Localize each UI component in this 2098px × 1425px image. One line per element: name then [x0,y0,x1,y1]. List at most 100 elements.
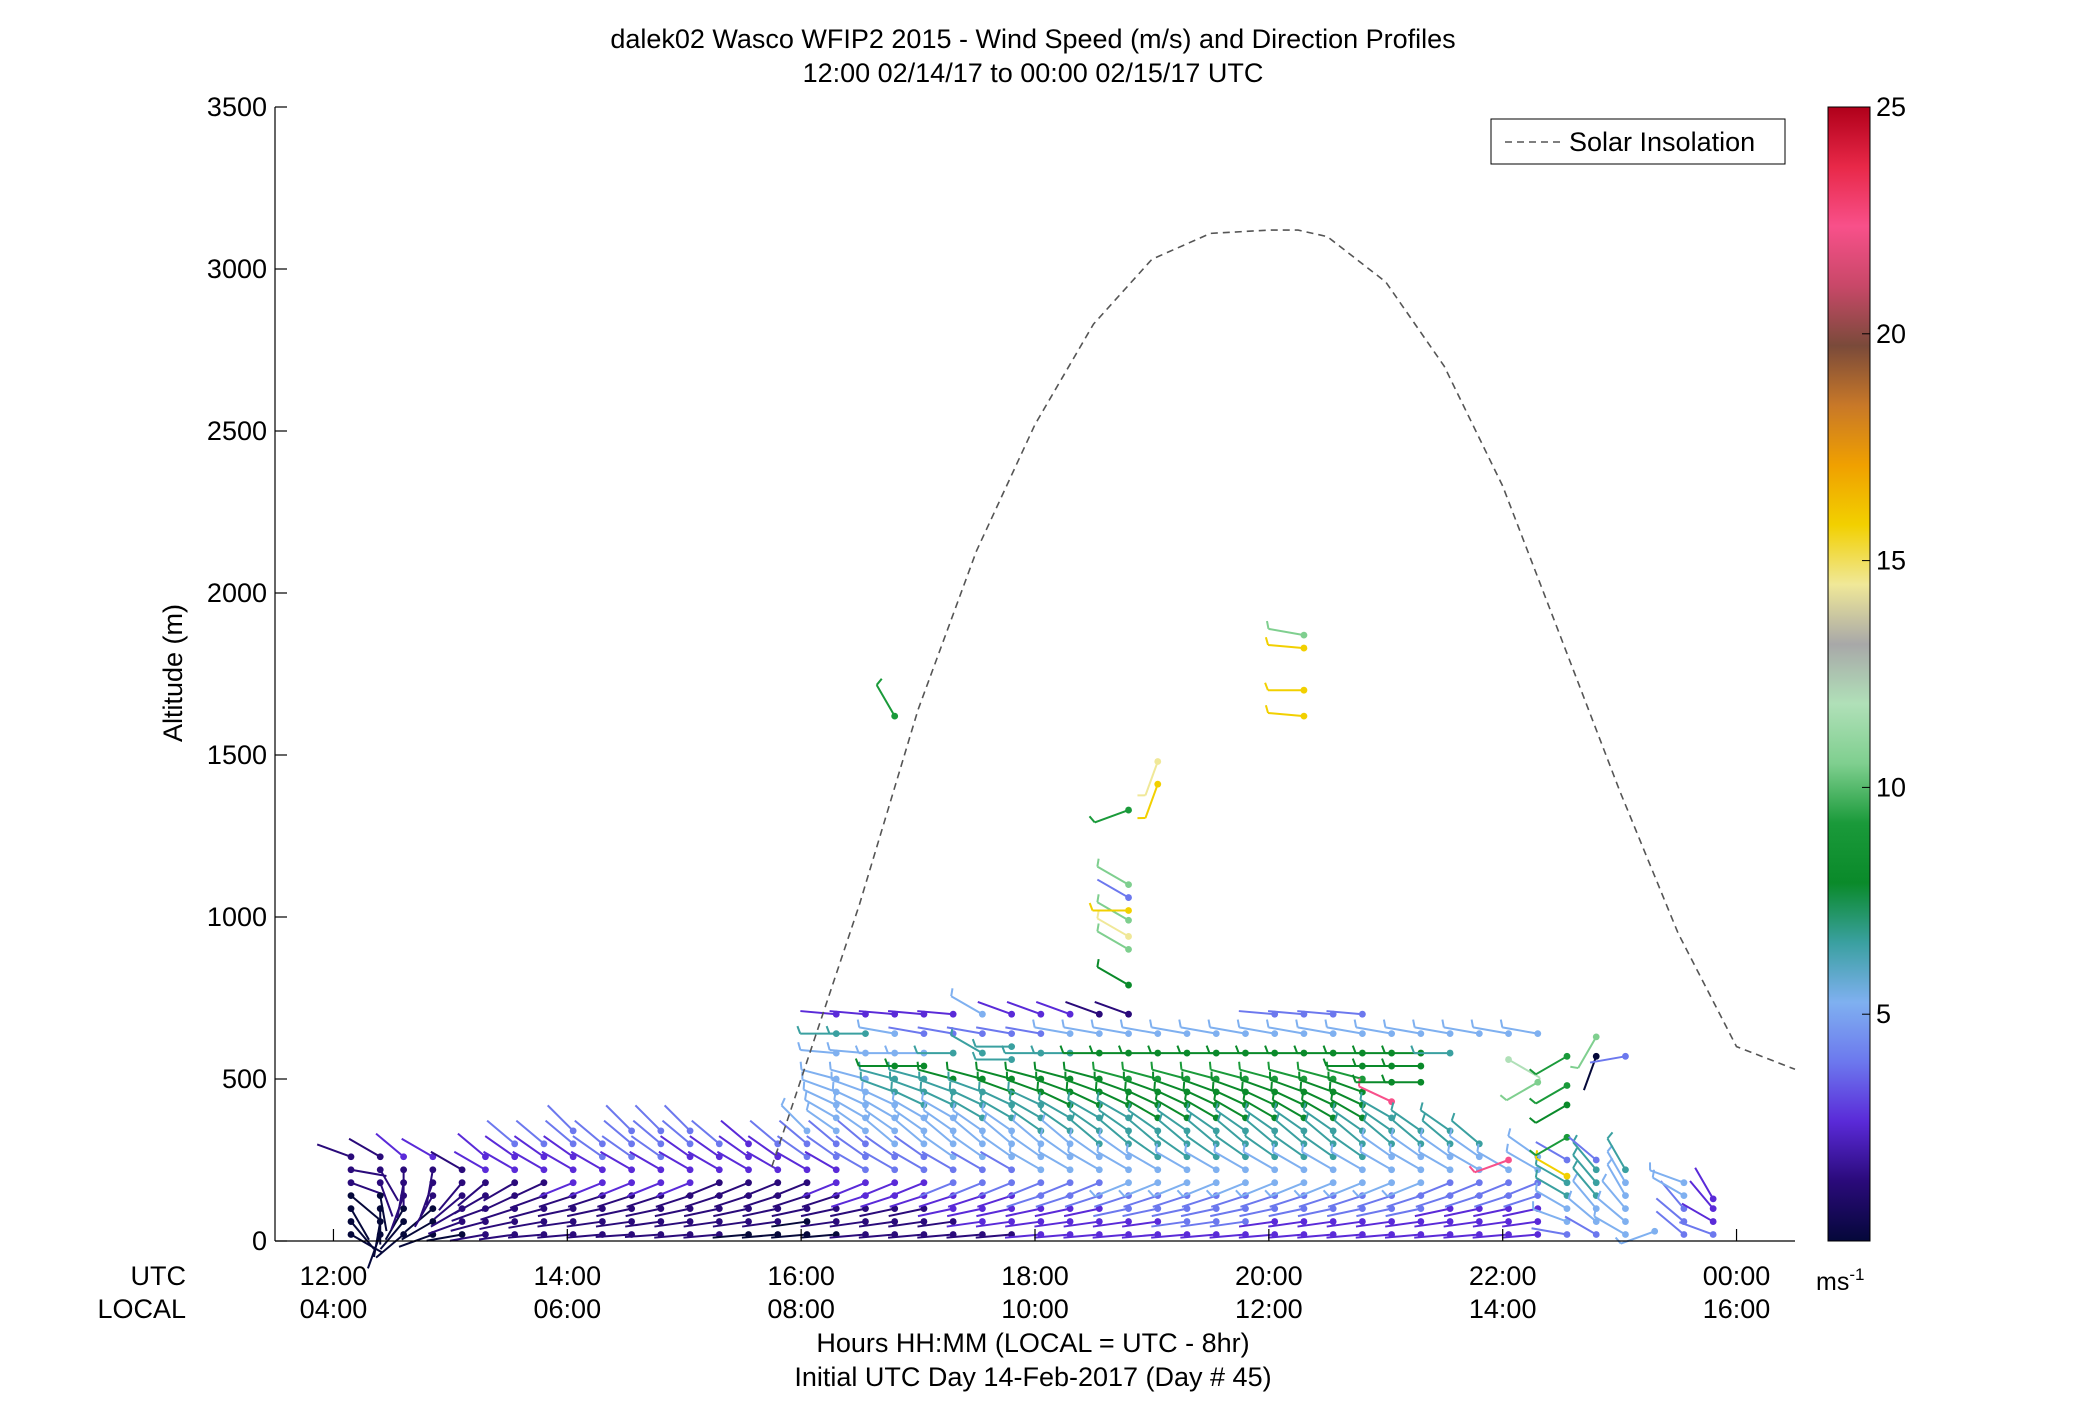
wind-barb-point [598,1205,606,1212]
wind-barb-staff [976,1068,1012,1080]
wind-barb-staff [1363,1119,1393,1145]
wind-barb-flag [1176,1045,1182,1054]
wind-barb-point [1008,1056,1016,1063]
wind-barb-staff [1606,1151,1627,1184]
wind-barb-flag [1352,1189,1359,1197]
wind-barb-point [1300,686,1308,694]
wind-barb-flag [1121,1061,1124,1070]
wind-barb-point [1183,1218,1191,1225]
wind-barb-staff [975,1026,1012,1035]
wind-barb-staff [1304,1119,1334,1145]
wind-barb-staff [921,1099,954,1119]
wind-barb-flag [1211,1081,1215,1090]
wind-barb-point [745,1218,752,1225]
wind-barb-flag [1208,1061,1212,1070]
x-tick-label-local: 06:00 [534,1294,602,1324]
wind-barb-point [978,1179,986,1187]
wind-barb-point [1446,1153,1454,1161]
wind-barb-staff [1127,1109,1159,1132]
wind-barb-staff [1007,1088,1042,1106]
wind-barb-staff [1300,1088,1334,1106]
wind-barb-point [1329,1030,1337,1038]
wind-barb-staff [773,1181,808,1198]
wind-barb-staff [1501,1233,1538,1239]
wind-barb-flag [1068,1128,1073,1137]
wind-barb-flag [971,1051,977,1060]
wind-barb-flag [1246,1112,1251,1121]
wind-barb-point [1475,1030,1483,1038]
wind-barb-staff [863,1099,896,1119]
wind-barb-staff [1096,865,1130,886]
wind-barb-point [1446,1049,1454,1057]
wind-barb-staff [893,1109,925,1132]
wind-barb-point [628,1153,636,1161]
wind-barb-staff [895,1119,925,1145]
wind-barb-point [1212,1179,1220,1187]
wind-barb-staff [1122,1207,1158,1218]
wind-barb-staff [453,1194,486,1215]
wind-barb-point [1446,1205,1454,1212]
wind-barb-staff [948,1181,983,1198]
wind-barb-point [1592,1052,1600,1060]
wind-barb-point [628,1205,636,1212]
wind-barb-flag [1129,1112,1134,1121]
wind-barb-staff [833,1099,866,1119]
wind-barb-point [1505,1056,1512,1063]
wind-barb-flag [1213,1143,1217,1152]
wind-barb-staff [947,1194,983,1208]
wind-barb-point [482,1218,489,1225]
wind-barb-point [400,1231,408,1238]
wind-barb-staff [1155,1150,1188,1171]
wind-barb-staff [952,1135,983,1158]
wind-barb-staff [835,1135,867,1158]
wind-barb-point [1446,1166,1454,1174]
wind-barb-flag [1235,1189,1243,1197]
colorbar-tick-label: 20 [1876,319,1906,349]
wind-barb-point [978,1049,986,1057]
wind-barb-staff [1152,1194,1188,1208]
legend: Solar Insolation [1490,118,1786,165]
wind-barb-point [978,1010,986,1018]
wind-barb-point [891,1140,899,1148]
wind-barb-point [978,1030,986,1038]
wind-barb-point [1242,1218,1249,1225]
wind-barb-staff [1096,917,1130,938]
wind-barb-point [978,1166,986,1174]
wind-barb-staff [1006,1194,1042,1208]
wind-barb-staff [1268,627,1305,637]
wind-barb-staff [1689,1180,1714,1210]
wind-barb-staff [1385,1207,1422,1218]
wind-barb-staff [508,1207,545,1219]
wind-barb-staff [744,1181,779,1198]
wind-barb-point [347,1166,355,1174]
wind-barb-point [1505,1179,1512,1187]
wind-barb-flag [1008,1143,1012,1152]
wind-barb-flag [1324,1019,1328,1028]
wind-barb-staff [747,1135,779,1158]
wind-barb-point [949,1010,957,1018]
wind-barb-flag [861,1081,864,1090]
wind-barb-staff [1212,1088,1246,1106]
wind-barb-point [1388,1218,1396,1225]
wind-barb-staff [1034,1220,1071,1228]
wind-barb-flag [875,678,883,686]
wind-barb-point [482,1231,489,1238]
wind-barb-point [569,1205,577,1212]
wind-barb-staff [625,1207,662,1218]
wind-barb-point [1300,1030,1308,1038]
wind-barb-flag [1242,1091,1246,1101]
wind-barb-staff [977,1181,1012,1198]
wind-barb-point [891,1205,899,1212]
wind-barb-flag [833,1091,837,1101]
wind-barb-flag [1267,1061,1271,1070]
wind-barb-staff [1243,1099,1276,1119]
wind-barb-staff [975,1220,1012,1228]
wind-barb-staff [1239,1207,1275,1218]
wind-barb-flag [1264,1045,1269,1054]
wind-barb-staff [430,1150,463,1171]
wind-barb-staff [1334,1119,1364,1145]
wind-barb-flag [1205,1189,1213,1197]
wind-barb-staff [599,1150,633,1171]
wind-barb-point [832,1218,840,1225]
wind-barb-staff [1151,1220,1188,1228]
